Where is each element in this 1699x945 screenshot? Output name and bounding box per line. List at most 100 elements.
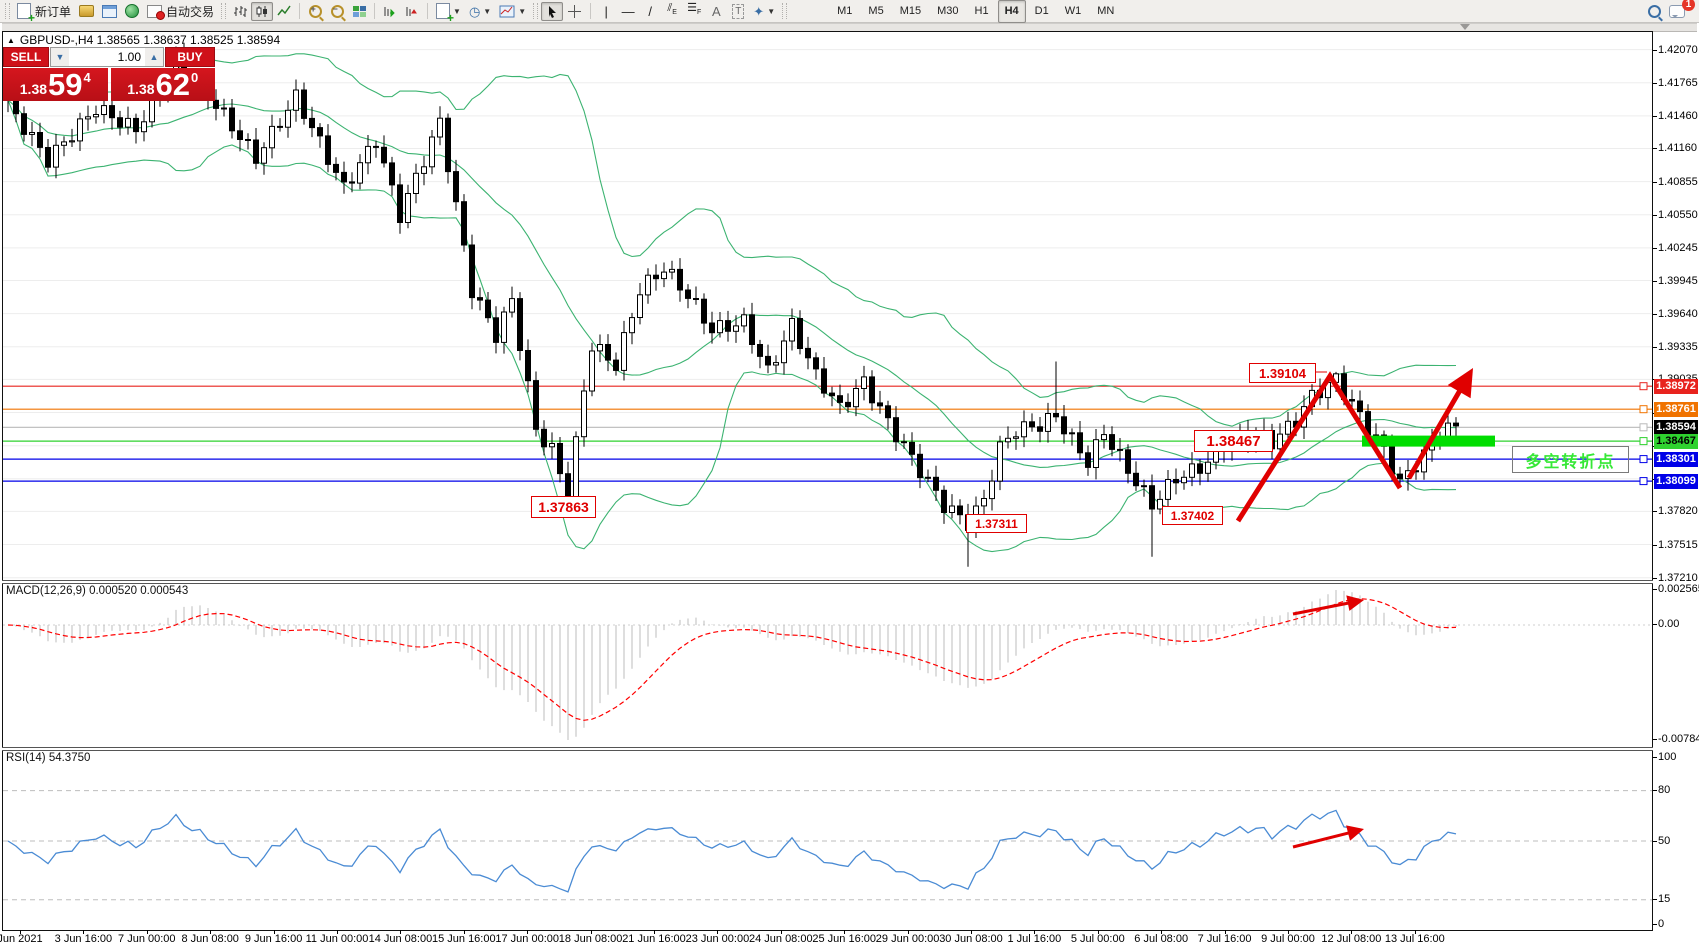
price-tick: 1.41460 [1653, 109, 1698, 122]
crosshair-button[interactable] [563, 2, 586, 21]
search-icon [1647, 4, 1661, 18]
toolbar-grip[interactable] [533, 3, 539, 19]
price-tick: 1.40245 [1653, 241, 1698, 254]
time-tick-label: 17 Jun 00:00 [495, 933, 559, 945]
cursor-button[interactable] [541, 1, 564, 21]
search-button[interactable] [1643, 2, 1665, 21]
equidistant-channel-button[interactable]: ⫽E [667, 2, 677, 17]
tf-button-m15[interactable]: M15 [899, 5, 922, 17]
toolbar-grip[interactable] [782, 3, 788, 19]
price-level-badge: 1.38761 [1654, 401, 1698, 417]
horizontal-line-button[interactable]: — [621, 3, 635, 19]
indicator-scale-tick: 80 [1652, 784, 1671, 796]
price-level-badge: 1.38099 [1654, 473, 1698, 489]
turning-point-note[interactable]: 多空转折点 [1512, 446, 1629, 473]
new-order-button[interactable]: + 新订单 [13, 2, 75, 24]
bid-price-panel[interactable]: 1.38 59 4 [3, 68, 108, 101]
tf-button-m5[interactable]: M5 [868, 5, 884, 17]
zoom-in-button[interactable]: + [304, 2, 326, 21]
chevron-down-icon: ▼ [453, 6, 461, 16]
buy-button[interactable]: BUY [165, 47, 215, 67]
tile-windows-button[interactable] [348, 2, 370, 21]
profiles-button[interactable] [75, 2, 98, 21]
price-annotation-label[interactable]: 1.39104 [1249, 363, 1316, 383]
price-tick: 1.39640 [1653, 307, 1698, 320]
arrows-button[interactable]: ✦ ▼ [753, 3, 776, 19]
tf-button-m1[interactable]: M1 [837, 5, 853, 17]
time-tick-label: 21 Jun 16:00 [622, 933, 686, 945]
price-tick: 1.41160 [1653, 142, 1697, 155]
price-tick: 1.41765 [1653, 76, 1698, 89]
zoom-out-button[interactable]: − [326, 2, 348, 21]
volume-value[interactable]: 1.00 [117, 50, 141, 64]
candlestick-chart-button[interactable] [251, 1, 274, 21]
toolbar-grip[interactable] [5, 3, 10, 19]
tf-button-mn[interactable]: MN [1097, 5, 1115, 17]
toolbar-grip[interactable] [221, 3, 227, 19]
bar-chart-icon [234, 5, 248, 17]
collapse-triangle-icon[interactable]: ▲ [7, 35, 15, 45]
auto-scroll-button[interactable] [379, 2, 401, 21]
indicators-button[interactable]: + ▼ [432, 2, 465, 24]
ask-pip-fraction: 0 [191, 70, 199, 85]
periods-button[interactable]: ◷ ▼ [465, 2, 495, 21]
text-label-button[interactable]: T [727, 2, 749, 21]
sell-button[interactable]: SELL [3, 47, 49, 67]
time-axis: Jun 2021 3 Jun 16:00 7 Jun 00:00 8 Jun 08:0… [0, 930, 1653, 945]
ask-prefix: 1.38 [127, 81, 155, 97]
macd-label: MACD(12,26,9) 0.000520 0.000543 [6, 585, 189, 597]
chat-bubble-icon [1669, 4, 1685, 18]
indicator-scale-tick: 0 [1652, 918, 1665, 930]
price-tick: 1.39945 [1653, 274, 1698, 287]
autotrading-button[interactable]: 自动交易 [143, 2, 218, 21]
bid-pip-fraction: 4 [83, 70, 91, 85]
text-button[interactable]: A [711, 3, 721, 19]
tf-button-h1[interactable]: H1 [974, 5, 989, 17]
chart-shift-marker[interactable] [1460, 24, 1470, 35]
market-watch-button[interactable] [98, 2, 121, 21]
ask-price-panel[interactable]: 1.38 62 0 [110, 68, 215, 101]
indicator-scale-tick: 15 [1652, 893, 1671, 905]
chevron-down-icon: ▼ [483, 6, 492, 16]
one-click-trading-widget: SELL ▼ 1.00 ▲ BUY 1.38 59 4 1.38 62 0 [3, 47, 215, 101]
tf-button-w1[interactable]: W1 [1064, 5, 1082, 17]
time-tick-label: 18 Jun 08:00 [558, 933, 623, 945]
time-tick-label: 3 Jun 16:00 [54, 933, 113, 945]
pane-separator[interactable] [2, 580, 1653, 584]
tf-button-d1[interactable]: D1 [1034, 5, 1049, 17]
trendline-button[interactable]: / [648, 3, 652, 19]
fibonacci-button[interactable]: ☰F [687, 2, 702, 17]
notifications-button[interactable]: 1 [1665, 0, 1695, 21]
volume-increase-button[interactable]: ▲ [145, 48, 163, 66]
bar-chart-button[interactable] [229, 2, 251, 21]
chevron-down-icon: ▼ [518, 6, 527, 16]
navigator-button[interactable] [121, 2, 143, 21]
templates-button[interactable]: ▼ [495, 2, 530, 21]
chart-shift-button[interactable] [401, 2, 423, 21]
tf-button-h4[interactable]: H4 [997, 0, 1026, 23]
indicator-scale-tick: 0.002565 [1653, 583, 1699, 595]
pane-separator[interactable] [2, 747, 1653, 751]
time-tick-label: 13 Jul 16:00 [1384, 933, 1445, 945]
price-tick: 1.37820 [1653, 505, 1698, 518]
price-annotation-label[interactable]: 1.38467 [1194, 430, 1273, 452]
time-tick-label: 5 Jul 00:00 [1070, 933, 1125, 945]
volume-decrease-button[interactable]: ▼ [51, 48, 69, 66]
timeframe-group: M1 M5 M15 M30 H1 H4 D1 W1 MN [830, 0, 1121, 23]
tf-button-m30[interactable]: M30 [937, 5, 959, 17]
time-tick-label: Jun 2021 [0, 933, 43, 945]
price-annotation-label[interactable]: 1.37402 [1162, 506, 1223, 525]
vertical-line-button[interactable]: | [604, 3, 608, 19]
chart-area[interactable] [2, 31, 1653, 931]
price-annotation-label[interactable]: 1.37311 [966, 514, 1027, 533]
price-annotation-label[interactable]: 1.37863 [531, 496, 596, 518]
volume-stepper: ▼ 1.00 ▲ [50, 47, 164, 67]
turning-point-text: 多空转折点 [1525, 453, 1616, 471]
indicator-scale-tick: 100 [1652, 751, 1677, 763]
line-chart-button[interactable] [273, 2, 295, 21]
time-tick-label: 6 Jul 08:00 [1134, 933, 1189, 945]
clock-icon: ◷ [468, 3, 481, 19]
autotrading-label: 自动交易 [166, 4, 215, 19]
indicators-icon: + [436, 3, 454, 24]
